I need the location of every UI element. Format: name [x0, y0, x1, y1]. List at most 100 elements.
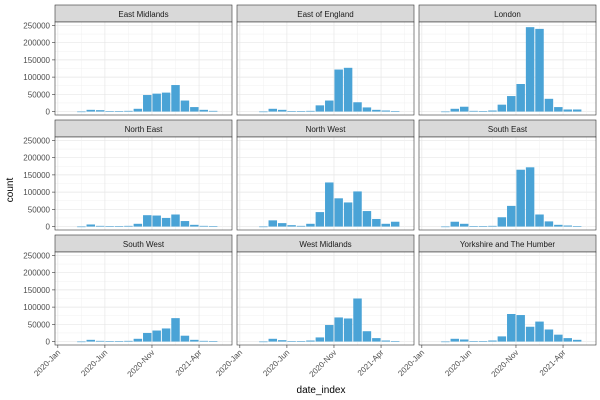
bar: [161, 328, 171, 342]
bar: [497, 104, 507, 112]
bar: [516, 169, 525, 227]
bar: [362, 331, 372, 342]
bar: [268, 338, 278, 342]
panel-border: [418, 21, 597, 116]
bar: [268, 220, 278, 227]
bar: [171, 214, 180, 227]
bar: [105, 111, 114, 112]
bar: [95, 110, 105, 112]
panel-border: [54, 251, 233, 346]
x-tick-label: 2020-Jun: [79, 348, 109, 378]
y-tick-label: 150000: [23, 171, 50, 180]
bar: [208, 226, 218, 227]
bar: [334, 198, 343, 227]
bar: [143, 95, 152, 112]
bar: [554, 224, 563, 227]
y-tick-label: 250000: [23, 21, 50, 30]
bar: [381, 110, 390, 112]
bar: [199, 109, 208, 112]
bar: [259, 226, 268, 228]
bar: [315, 105, 325, 112]
bar: [306, 340, 315, 342]
bars-east-midlands: [77, 85, 218, 113]
bar: [124, 340, 133, 342]
bar: [277, 109, 287, 112]
bar: [478, 341, 488, 342]
bar: [133, 108, 143, 112]
bar: [325, 182, 334, 227]
y-tick-label: 100000: [23, 73, 50, 82]
panel-strip-label: East of England: [297, 10, 353, 19]
x-axes-layer: 2020-Jan 2020-Jun 2020-Nov 2021-Apr 2020-Jan…: [32, 345, 568, 379]
bar: [208, 341, 218, 342]
panel-border: [418, 251, 597, 346]
bar: [190, 339, 199, 342]
bar: [105, 341, 114, 342]
bar: [86, 224, 96, 227]
bar: [516, 315, 525, 342]
bar: [507, 314, 516, 342]
panel-border: [54, 136, 233, 231]
bar: [507, 96, 516, 112]
y-tick-label: 0: [46, 108, 51, 117]
y-tick-label: 200000: [23, 269, 50, 278]
bar: [124, 110, 133, 112]
panel-yorkshire-and-the-humber: Yorkshire and The Humber: [418, 234, 597, 346]
bar: [343, 318, 353, 342]
bar: [544, 221, 554, 227]
y-tick-label: 250000: [23, 251, 50, 260]
bar: [161, 217, 171, 227]
bar: [381, 223, 390, 227]
bar: [114, 226, 124, 227]
bar: [362, 211, 372, 227]
x-tick-label: 2020-Jan: [214, 348, 244, 378]
x-tick-label: 2020-Jan: [396, 348, 426, 378]
bar: [459, 223, 469, 227]
x-tick-label: 2021-Apr: [356, 348, 386, 378]
bar: [77, 111, 86, 113]
bar: [287, 341, 296, 342]
bar: [469, 110, 478, 112]
y-tick-label: 100000: [23, 303, 50, 312]
x-tick-label: 2020-Nov: [125, 348, 156, 379]
bar: [180, 100, 190, 112]
panel-strip-label: Yorkshire and The Humber: [460, 240, 556, 249]
bar: [143, 332, 152, 342]
bar: [315, 212, 325, 227]
bar: [572, 109, 582, 112]
bar: [77, 226, 86, 228]
bars-london: [441, 27, 582, 113]
bar: [572, 226, 582, 227]
y-tick-label: 150000: [23, 56, 50, 65]
bar: [525, 27, 535, 112]
panel-border: [236, 251, 415, 346]
bars-south-east: [441, 167, 582, 228]
panel-border: [418, 136, 597, 231]
panel-border: [54, 21, 233, 116]
bar: [507, 205, 516, 227]
bar: [190, 107, 199, 112]
bar: [525, 167, 535, 227]
panels-layer: East Midlands East of England London North …: [54, 4, 597, 346]
panel-north-east: North East: [54, 119, 233, 231]
bar: [259, 341, 268, 343]
bar: [287, 225, 296, 227]
bar: [334, 69, 343, 112]
bar: [441, 111, 450, 113]
bar: [306, 223, 315, 227]
bar: [190, 224, 199, 227]
bar: [390, 111, 400, 112]
bar: [381, 340, 390, 342]
bar: [450, 338, 460, 342]
panel-strip-label: London: [494, 10, 521, 19]
panel-strip-label: South East: [488, 125, 528, 134]
bar: [152, 215, 161, 227]
panel-strip-label: North West: [306, 125, 347, 134]
bar: [208, 110, 218, 112]
bar: [353, 102, 362, 112]
bar: [152, 93, 161, 112]
x-axis-title: date_index: [297, 385, 346, 396]
panel-south-east: South East: [418, 119, 597, 231]
bar: [86, 339, 96, 342]
